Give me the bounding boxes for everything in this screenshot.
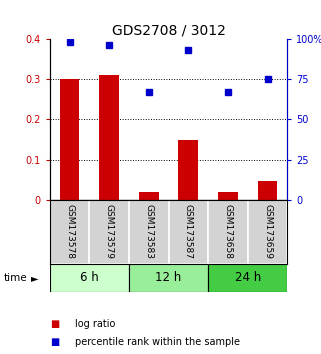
Text: 24 h: 24 h [235, 272, 261, 284]
Bar [248, 200, 287, 264]
Text: GSM173659: GSM173659 [263, 204, 272, 259]
Bar [169, 200, 208, 264]
Text: log ratio: log ratio [75, 319, 116, 329]
Title: GDS2708 / 3012: GDS2708 / 3012 [112, 24, 225, 38]
Text: ■: ■ [50, 337, 59, 347]
Text: GSM173578: GSM173578 [65, 204, 74, 259]
Bar [129, 264, 208, 292]
Bar [178, 139, 198, 200]
Bar [50, 264, 129, 292]
Text: ■: ■ [50, 319, 59, 329]
Text: GSM173658: GSM173658 [223, 204, 232, 259]
Text: 6 h: 6 h [80, 272, 99, 284]
Text: percentile rank within the sample: percentile rank within the sample [75, 337, 240, 347]
Bar [129, 200, 169, 264]
Bar [99, 75, 119, 200]
Text: GSM173583: GSM173583 [144, 204, 153, 259]
Text: GSM173579: GSM173579 [105, 204, 114, 259]
Text: 12 h: 12 h [155, 272, 182, 284]
Bar [50, 200, 89, 264]
Text: GSM173587: GSM173587 [184, 204, 193, 259]
Bar [208, 264, 287, 292]
Bar [89, 200, 129, 264]
Bar [257, 181, 277, 200]
Text: time: time [3, 273, 27, 283]
Text: ►: ► [30, 273, 38, 283]
Bar [60, 79, 80, 200]
Bar [208, 200, 248, 264]
Bar [139, 192, 159, 200]
Bar [218, 192, 238, 200]
